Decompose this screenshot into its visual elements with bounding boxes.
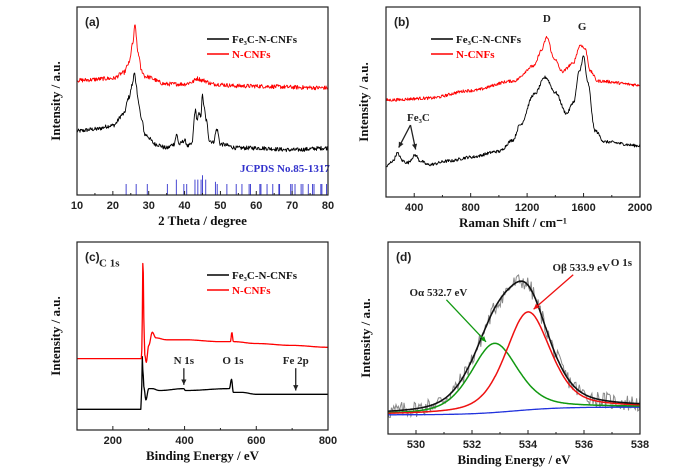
x-tick-label: 70 (286, 200, 298, 212)
x-tick-label: 20 (107, 200, 119, 212)
legend-label: Fe₃C-N-CNFs (232, 34, 298, 46)
panel-title: O 1s (611, 257, 633, 269)
series-line-n-cnfs (77, 262, 328, 363)
plot-frame (76, 241, 329, 431)
arrowhead-icon (411, 143, 418, 150)
arrowhead-icon (398, 141, 404, 148)
component-line-o-beta (388, 311, 640, 414)
x-tick-label: 60 (250, 200, 262, 212)
plot-frame (387, 241, 641, 435)
baseline-line (388, 406, 640, 416)
annotation-label: C 1s (99, 257, 120, 269)
annotation-label: Oβ 533.9 eV (552, 262, 609, 274)
arrowhead-icon (533, 303, 540, 310)
series-line-fe3c-n-cnfs (77, 72, 328, 153)
legend-label: Fe₃C-N-CNFs (232, 270, 298, 282)
legend-label: N-CNFs (232, 285, 271, 297)
series-line-fe3c-n-cnfs (386, 55, 640, 168)
x-tick-label: 200 (104, 435, 122, 447)
annotation-label: Fe 2p (283, 355, 309, 367)
panel-label: (b) (394, 15, 409, 29)
x-tick-label: 30 (143, 200, 155, 212)
x-axis-label: 2 Theta / degree (158, 213, 247, 228)
annotation-arrow (533, 274, 574, 310)
y-axis-label: Intensity / a.u. (48, 61, 63, 140)
x-tick-label: 80 (322, 200, 334, 212)
y-axis-label: Intensity / a.u. (48, 296, 63, 375)
x-tick-label: 400 (405, 202, 423, 214)
annotation-arrow (445, 299, 487, 343)
legend-label: N-CNFs (232, 49, 271, 61)
annotation-label: Oα 532.7 eV (410, 287, 468, 299)
plot-area (77, 24, 328, 195)
plot-area (386, 35, 640, 168)
x-tick-label: 538 (631, 439, 649, 451)
panel-label: (a) (85, 15, 100, 29)
legend-label: Fe₃C-N-CNFs (456, 34, 522, 46)
legend-label: N-CNFs (456, 49, 495, 61)
annotation-label: D (543, 13, 551, 25)
plot-area (77, 262, 328, 410)
panel-label: (d) (396, 250, 411, 264)
series-line-n-cnfs (77, 24, 328, 91)
annotation-label: O 1s (222, 355, 244, 367)
x-tick-label: 600 (247, 435, 265, 447)
envelope-fit-line (388, 280, 640, 412)
x-axis-label: Binding Energy / eV (457, 452, 571, 467)
plot-frame (385, 6, 641, 198)
y-axis-label: Intensity / a.u. (358, 298, 373, 377)
x-tick-label: 40 (178, 200, 190, 212)
x-tick-label: 530 (407, 439, 425, 451)
x-tick-label: 800 (461, 202, 479, 214)
x-tick-label: 50 (214, 200, 226, 212)
x-tick-label: 532 (463, 439, 481, 451)
x-tick-label: 10 (71, 200, 83, 212)
x-tick-label: 2000 (628, 202, 652, 214)
chart-panel-c: 200 400 600 800 Binding Energy / eV Intensity… (48, 241, 337, 463)
chart-panel-a: JCPDS No.85-1317 10 20 30 40 50 60 70 80 2 Theta … (48, 6, 334, 228)
x-tick-label: 400 (175, 435, 193, 447)
chart-panel-d: O 1s 530 532 534 536 538 Binding Energy / eV In… (358, 241, 649, 467)
annotation-label: Fe₃C (407, 112, 430, 124)
x-axis-label: Raman Shift / cm⁻¹ (459, 215, 567, 230)
annotation-label: N 1s (174, 355, 195, 367)
x-tick-label: 800 (319, 435, 337, 447)
reference-label: JCPDS No.85-1317 (240, 163, 330, 175)
x-tick-label: 534 (519, 439, 538, 451)
plot-area (388, 274, 640, 419)
x-tick-label: 536 (575, 439, 593, 451)
x-tick-label: 1600 (571, 202, 595, 214)
arrowhead-icon (181, 379, 187, 385)
arrowhead-icon (293, 385, 299, 391)
panel-label: (c) (85, 250, 100, 264)
x-tick-label: 1200 (515, 202, 539, 214)
component-line-o-alpha (388, 342, 640, 414)
series-line-n-cnfs (386, 35, 640, 102)
x-axis-label: Binding Energy / eV (146, 448, 260, 463)
annotation-label: G (578, 21, 587, 33)
arrowhead-icon (480, 336, 486, 342)
chart-panel-b: 400 800 1200 1600 2000 Raman Shift / cm⁻¹ Inte… (356, 6, 652, 230)
series-line-fe3c-n-cnfs (77, 356, 328, 410)
y-axis-label: Intensity / a.u. (356, 62, 371, 141)
